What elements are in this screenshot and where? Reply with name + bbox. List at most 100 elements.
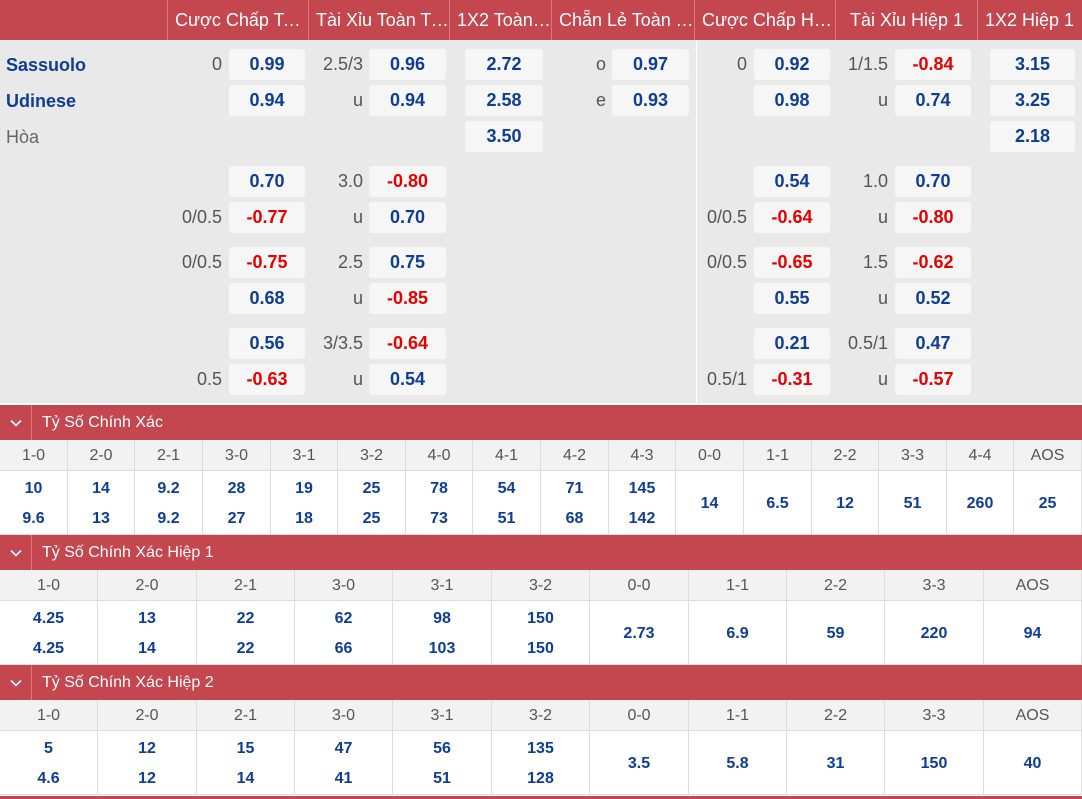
odds-value-away[interactable]: 13 bbox=[92, 510, 110, 527]
odds-value-away[interactable]: 18 bbox=[295, 510, 313, 527]
odds-value-away[interactable]: 150 bbox=[527, 640, 554, 657]
odds-button[interactable]: 0.52 bbox=[895, 283, 971, 314]
odds-value-home[interactable]: 78 bbox=[430, 480, 448, 497]
odds-button[interactable]: 0.94 bbox=[229, 85, 305, 116]
odds-button[interactable]: 0.99 bbox=[229, 49, 305, 80]
odds-button[interactable]: -0.64 bbox=[754, 202, 830, 233]
odds-value-away[interactable]: 14 bbox=[236, 770, 255, 787]
odds-value[interactable]: 31 bbox=[826, 755, 845, 772]
odds-value-away[interactable]: 51 bbox=[433, 770, 451, 787]
odds-value[interactable]: 3.5 bbox=[627, 755, 651, 772]
odds-button[interactable]: -0.77 bbox=[229, 202, 305, 233]
odds-value-home[interactable]: 145 bbox=[628, 480, 656, 497]
odds-value-away[interactable]: 73 bbox=[430, 510, 448, 527]
odds-value[interactable]: 260 bbox=[966, 495, 994, 512]
odds-value-away[interactable]: 142 bbox=[628, 510, 656, 527]
odds-value-home[interactable]: 56 bbox=[433, 740, 451, 757]
odds-value[interactable]: 2.73 bbox=[623, 625, 655, 642]
header-1x2-full-time[interactable]: 1X2 Toàn Trận bbox=[450, 0, 552, 40]
odds-value-away[interactable]: 4.25 bbox=[32, 640, 65, 657]
odds-value[interactable]: 25 bbox=[1038, 495, 1057, 512]
odds-button[interactable]: 0.56 bbox=[229, 328, 305, 359]
odds-button[interactable]: 2.58 bbox=[465, 85, 543, 116]
odds-button[interactable]: 0.54 bbox=[754, 166, 830, 197]
odds-button[interactable]: 0.93 bbox=[612, 85, 689, 116]
odds-button[interactable]: -0.75 bbox=[229, 247, 305, 278]
odds-button[interactable]: 0.70 bbox=[369, 202, 446, 233]
odds-button[interactable]: -0.64 bbox=[369, 328, 446, 359]
odds-button[interactable]: 0.97 bbox=[612, 49, 689, 80]
odds-value[interactable]: 6.9 bbox=[726, 625, 749, 642]
odds-value-home[interactable]: 98 bbox=[433, 610, 451, 627]
odds-value-away[interactable]: 25 bbox=[362, 510, 381, 527]
odds-button[interactable]: 3.15 bbox=[990, 49, 1075, 80]
odds-button[interactable]: 0.21 bbox=[754, 328, 830, 359]
odds-value-away[interactable]: 68 bbox=[565, 510, 584, 527]
odds-value-home[interactable]: 12 bbox=[138, 740, 156, 757]
header-1x2-first-half[interactable]: 1X2 Hiệp 1 bbox=[985, 10, 1075, 30]
collapse-toggle[interactable] bbox=[0, 405, 32, 440]
odds-value-home[interactable]: 28 bbox=[227, 480, 246, 497]
odds-value-home[interactable]: 62 bbox=[334, 610, 353, 627]
odds-button[interactable]: 0.74 bbox=[895, 85, 971, 116]
odds-value[interactable]: 14 bbox=[700, 495, 719, 512]
odds-value-home[interactable]: 150 bbox=[527, 610, 554, 627]
collapse-toggle[interactable] bbox=[0, 665, 32, 700]
odds-button[interactable]: 0.96 bbox=[369, 49, 446, 80]
odds-value-home[interactable]: 5 bbox=[44, 740, 53, 757]
odds-button[interactable]: -0.84 bbox=[895, 49, 971, 80]
odds-value-away[interactable]: 128 bbox=[527, 770, 554, 787]
odds-button[interactable]: 2.18 bbox=[990, 121, 1075, 152]
odds-button[interactable]: -0.85 bbox=[369, 283, 446, 314]
odds-value[interactable]: 150 bbox=[920, 755, 948, 772]
odds-value-away[interactable]: 41 bbox=[334, 770, 353, 787]
odds-value[interactable]: 5.8 bbox=[726, 755, 749, 772]
odds-value[interactable]: 220 bbox=[920, 625, 948, 642]
odds-button[interactable]: 0.98 bbox=[754, 85, 830, 116]
odds-button[interactable]: 0.94 bbox=[369, 85, 446, 116]
odds-button[interactable]: 0.54 bbox=[369, 364, 446, 395]
odds-value-home[interactable]: 25 bbox=[362, 480, 381, 497]
odds-value-home[interactable]: 54 bbox=[497, 480, 516, 497]
header-handicap-full-time[interactable]: Cược Chấp Toàn Trận bbox=[168, 0, 309, 40]
odds-button[interactable]: 0.92 bbox=[754, 49, 830, 80]
odds-button[interactable]: 0.70 bbox=[895, 166, 971, 197]
odds-button[interactable]: 0.68 bbox=[229, 283, 305, 314]
odds-value-home[interactable]: 22 bbox=[236, 610, 255, 627]
header-over-under-first-half[interactable]: Tài Xỉu Hiệp 1 bbox=[836, 0, 978, 40]
odds-button[interactable]: -0.31 bbox=[754, 364, 830, 395]
header-over-under-full-time[interactable]: Tài Xỉu Toàn Trận bbox=[309, 0, 450, 40]
odds-button[interactable]: -0.57 bbox=[895, 364, 971, 395]
odds-value-away[interactable]: 9.6 bbox=[22, 510, 45, 527]
odds-value-home[interactable]: 47 bbox=[334, 740, 353, 757]
odds-value[interactable]: 94 bbox=[1023, 625, 1042, 642]
odds-value-home[interactable]: 9.2 bbox=[157, 480, 180, 497]
odds-button[interactable]: 3.25 bbox=[990, 85, 1075, 116]
odds-button[interactable]: 0.47 bbox=[895, 328, 971, 359]
odds-button[interactable]: -0.80 bbox=[895, 202, 971, 233]
odds-value-home[interactable]: 13 bbox=[138, 610, 156, 627]
odds-value-away[interactable]: 27 bbox=[227, 510, 246, 527]
odds-value[interactable]: 59 bbox=[826, 625, 845, 642]
header-handicap-first-half[interactable]: Cược Chấp Hiệp 1 bbox=[695, 0, 836, 40]
odds-value-home[interactable]: 71 bbox=[565, 480, 584, 497]
odds-button[interactable]: 3.50 bbox=[465, 121, 543, 152]
odds-value[interactable]: 12 bbox=[836, 495, 854, 512]
odds-value-away[interactable]: 4.6 bbox=[37, 770, 60, 787]
odds-value[interactable]: 6.5 bbox=[766, 495, 789, 512]
collapse-toggle[interactable] bbox=[0, 535, 32, 570]
odds-value[interactable]: 40 bbox=[1023, 755, 1042, 772]
odds-value-home[interactable]: 4.25 bbox=[32, 610, 65, 627]
odds-button[interactable]: 0.70 bbox=[229, 166, 305, 197]
odds-value-away[interactable]: 14 bbox=[138, 640, 156, 657]
odds-button[interactable]: -0.63 bbox=[229, 364, 305, 395]
odds-value-away[interactable]: 103 bbox=[428, 640, 456, 657]
odds-value-home[interactable]: 135 bbox=[527, 740, 554, 757]
odds-button[interactable]: 0.75 bbox=[369, 247, 446, 278]
odds-value-home[interactable]: 14 bbox=[92, 480, 110, 497]
odds-value-away[interactable]: 51 bbox=[497, 510, 516, 527]
header-odd-even-full-time[interactable]: Chẵn Lẻ Toàn Trận bbox=[552, 0, 695, 40]
odds-button[interactable]: 0.55 bbox=[754, 283, 830, 314]
odds-button[interactable]: -0.80 bbox=[369, 166, 446, 197]
odds-value-home[interactable]: 15 bbox=[236, 740, 255, 757]
